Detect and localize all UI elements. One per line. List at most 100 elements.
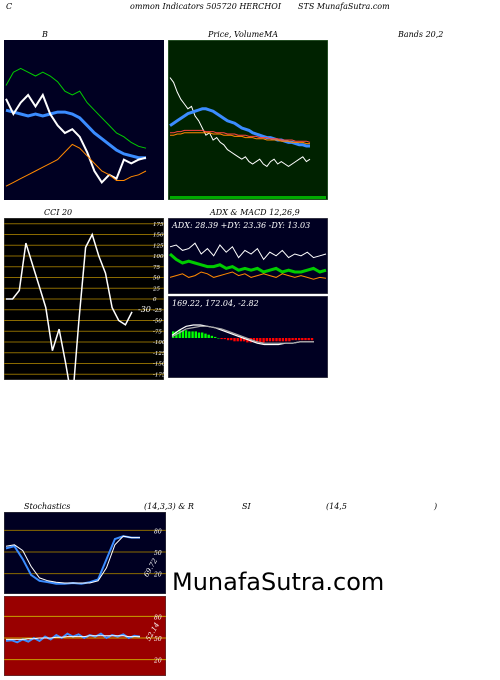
macd-histogram-bar (307, 338, 310, 341)
cci-tick-label: 75 (153, 265, 160, 271)
macd-histogram-bar (304, 338, 307, 341)
cci-tick-label: 175 (153, 222, 164, 228)
stochastic-tick-label: 50 (154, 550, 162, 557)
macd-signal-line (171, 325, 314, 344)
macd-histogram-bar (226, 338, 230, 341)
macd-histogram-bar (230, 338, 233, 341)
macd-histogram-bar (268, 338, 272, 342)
rsi-params: (14,5 (326, 502, 347, 511)
macd-histogram-bar (214, 336, 217, 338)
cci-tick-label: -75 (153, 329, 162, 335)
macd-histogram-bar (191, 331, 194, 338)
cci-value-label: -30 (138, 305, 151, 314)
adx-label: ADX: 28.39 +DY: 23.36 -DY: 13.03 (171, 221, 310, 230)
macd-histogram-bar (281, 338, 285, 342)
macd-histogram-bar (223, 338, 226, 340)
price-ma-orange-line (170, 132, 310, 145)
macd-histogram-bar (236, 338, 239, 342)
price-ma-chart (168, 40, 328, 200)
macd-histogram-bar (181, 330, 185, 338)
cci-title: CCI 20 (44, 208, 73, 217)
cci-line (6, 232, 133, 380)
adx-minus-dy-line (169, 271, 327, 280)
macd-histogram-bar (294, 338, 297, 341)
cci-tick-label: 25 (152, 286, 160, 292)
macd-histogram-bar (262, 338, 265, 343)
volume-strip (170, 196, 326, 199)
cci-chart: 175 150 125 100 75 50 25 0 -25 -50 -75 -100 -125 -150… (4, 218, 164, 380)
macd-histogram-bar (204, 333, 207, 338)
macd-histogram-bar (178, 330, 181, 338)
stochastic-tick-label: 20 (153, 572, 162, 579)
cci-tick-label: -100 (153, 340, 164, 346)
adx-macd-title: ADX & MACD 12,26,9 (210, 208, 300, 217)
macd-histogram-bar (194, 331, 197, 338)
header-title: ommon Indicators 505720 HERCHOI (130, 2, 281, 11)
macd-histogram-bar (207, 334, 210, 338)
rsi-tick-label: 80 (154, 614, 162, 621)
macd-histogram-bar (272, 338, 275, 342)
cci-tick-label: 125 (153, 243, 164, 249)
header-c: C (6, 2, 13, 11)
watermark: MunafaSutra.com (172, 568, 385, 596)
ma-title: MA (264, 30, 278, 39)
stoch-title: Stochastics (24, 502, 71, 511)
macd-histogram-bar (285, 338, 288, 342)
bollinger-background (4, 40, 164, 200)
price-ma-red-line (170, 129, 311, 143)
cci-tick-label: -125 (153, 351, 164, 357)
macd-histogram-bar (275, 338, 278, 342)
macd-histogram-bar (210, 335, 214, 338)
bollinger-lower-line (5, 143, 147, 187)
adx-adx-line (169, 252, 327, 274)
bands-title: Bands 20,2 (398, 30, 444, 39)
macd-chart: 169.22, 172.04, -2.82 (168, 296, 328, 378)
macd-histogram-bar (297, 338, 301, 341)
stochastic-d-line (5, 535, 140, 584)
macd-histogram-bar (288, 338, 291, 342)
cci-tick-label: 50 (153, 276, 160, 282)
price-ma-blue-line (169, 107, 310, 148)
macd-histogram-bar (184, 330, 188, 338)
cci-tick-label: -150 (153, 362, 164, 368)
rsi-close: ) (434, 502, 438, 511)
price-title: Price, (208, 30, 232, 39)
macd-histogram-bar (243, 338, 246, 342)
rsi-avg-line (6, 635, 140, 640)
macd-histogram-bar (255, 338, 259, 343)
cci-tick-label: -175 (153, 372, 164, 378)
macd-histogram-bar (310, 338, 314, 341)
macd-histogram-bar (197, 332, 201, 338)
volume-title: Volume (234, 30, 264, 39)
cci-tick-label: -50 (153, 319, 162, 325)
price-background (168, 40, 328, 200)
bollinger-middle-line (5, 108, 146, 160)
cci-tick-label: 100 (153, 254, 164, 260)
macd-histogram-bar (239, 338, 243, 342)
macd-histogram-bar (278, 338, 281, 342)
cci-tick-label: 150 (153, 233, 164, 239)
macd-histogram-bar (265, 338, 268, 342)
macd-histogram-bar (188, 331, 191, 338)
macd-histogram-bar (201, 332, 204, 338)
macd-label: 169.22, 172.04, -2.82 (172, 299, 259, 308)
rsi-tick-label: 50 (154, 636, 162, 643)
stoch-params: (14,3,3) & R (144, 502, 194, 511)
bollinger-chart (4, 40, 164, 200)
rsi-tick-label: 20 (153, 658, 162, 665)
adx-plus-dy-line (169, 242, 327, 261)
bollinger-upper-line (5, 67, 147, 149)
cci-tick-label: -25 (153, 308, 162, 314)
bollinger-title: B (42, 30, 48, 39)
macd-histogram-bar (291, 338, 294, 341)
header-site: STS MunafaSutra.com (298, 2, 390, 11)
stochastic-background (4, 512, 166, 594)
macd-histogram-bar (259, 338, 262, 343)
macd-histogram-bar (301, 338, 304, 341)
macd-histogram-bar (233, 338, 236, 342)
si-title: SI (242, 502, 251, 511)
stochastic-tick-label: 80 (154, 528, 162, 535)
adx-chart: ADX: 28.39 +DY: 23.36 -DY: 13.03 (168, 218, 328, 294)
